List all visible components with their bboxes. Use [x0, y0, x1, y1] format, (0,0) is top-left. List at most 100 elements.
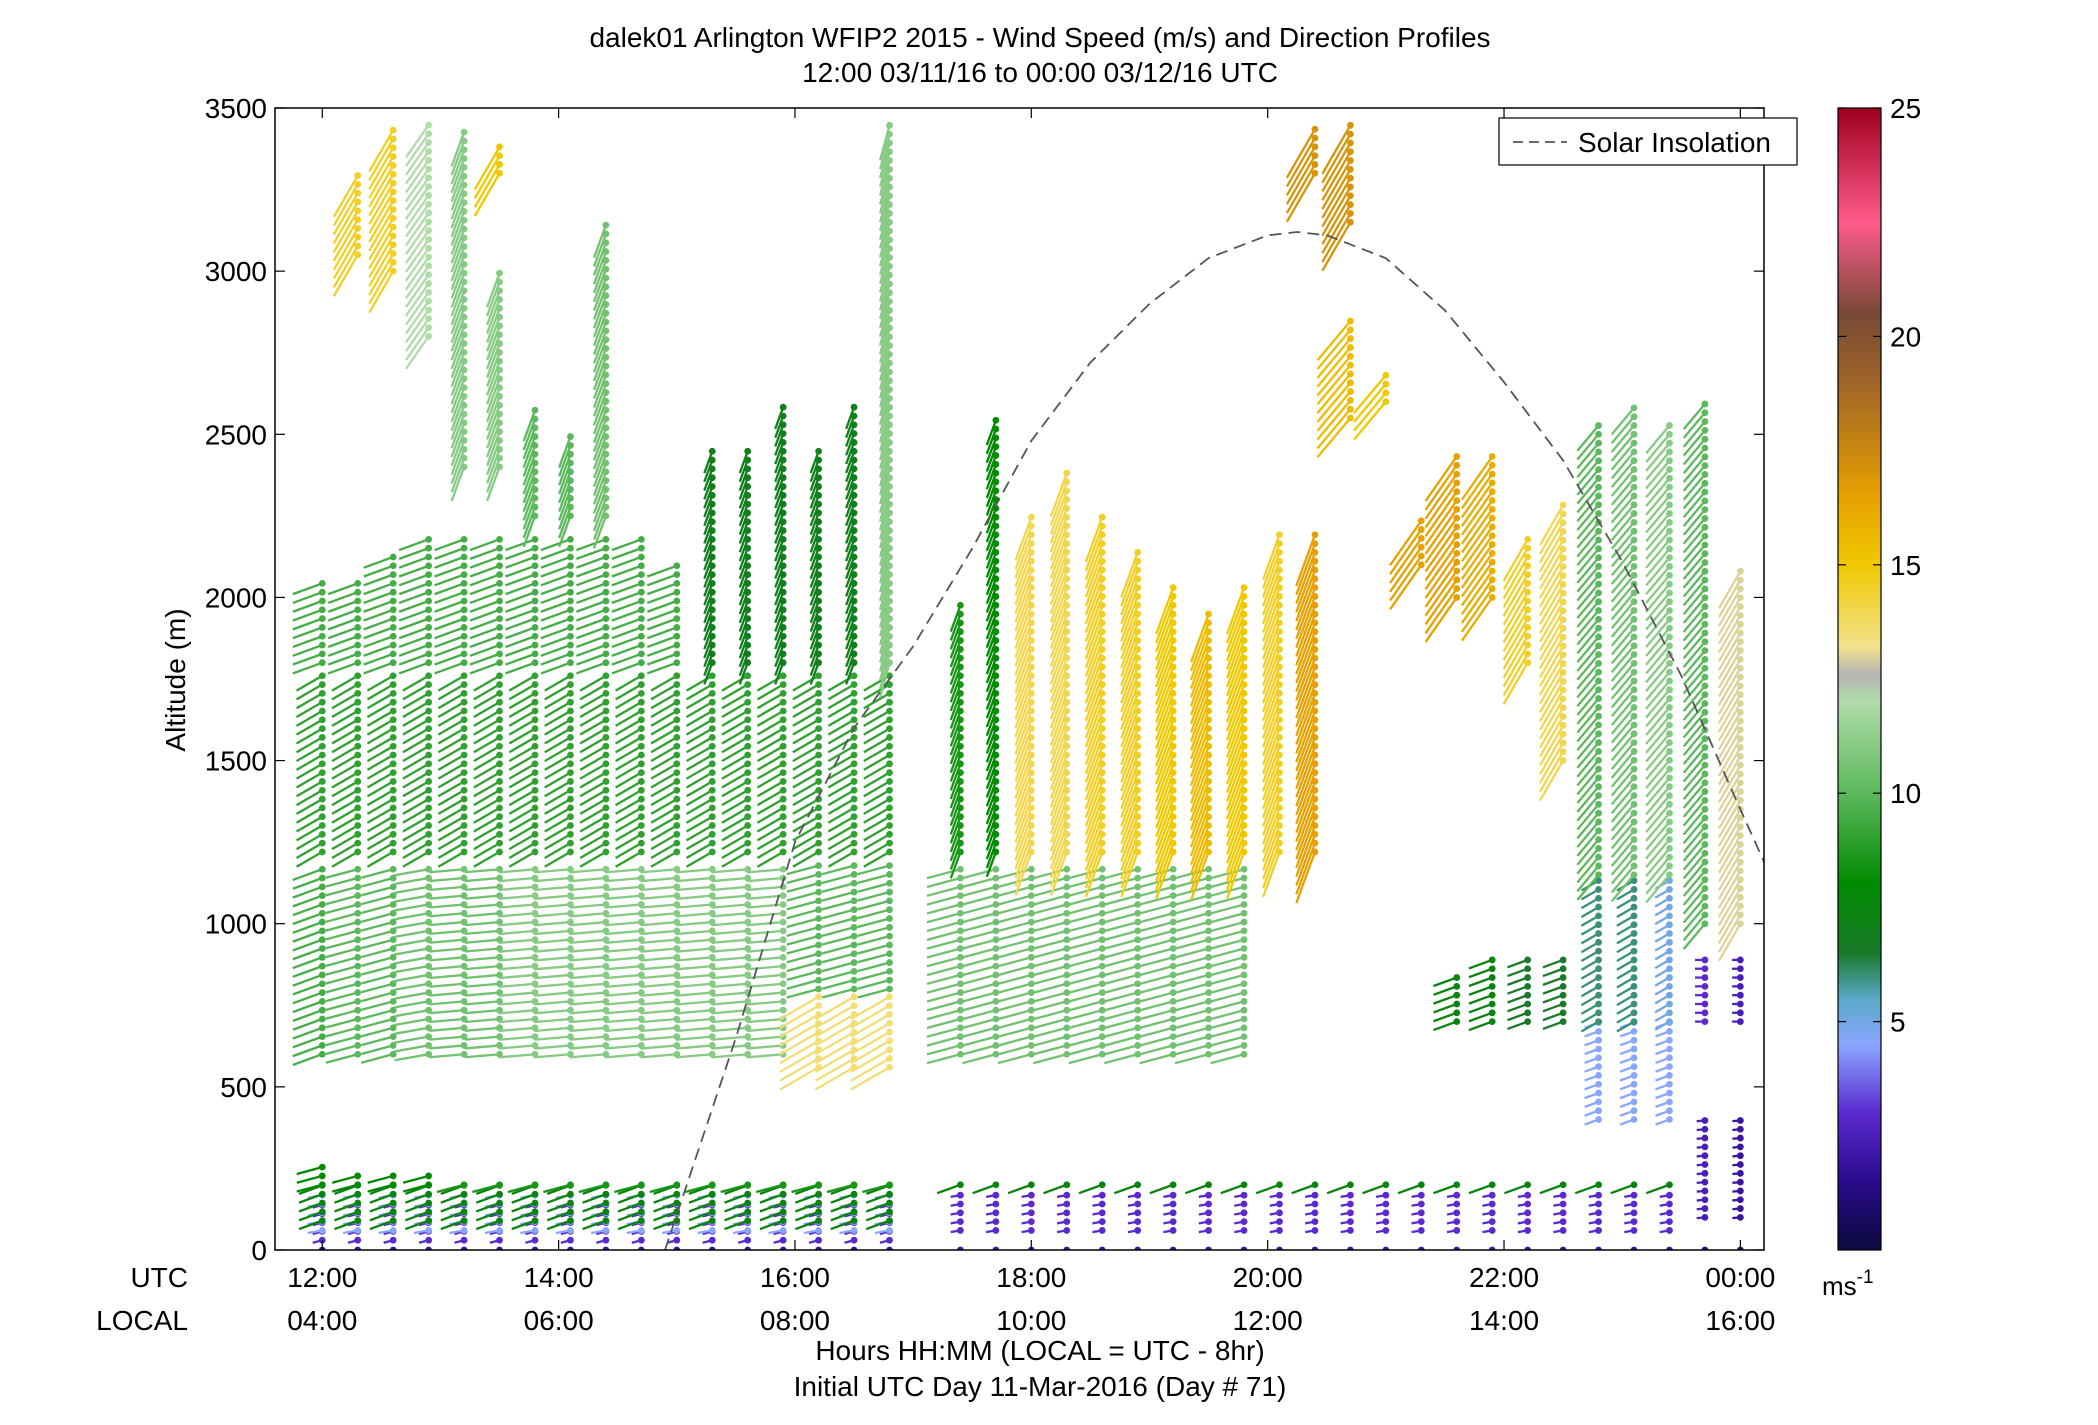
wind-barb-point: [567, 901, 574, 908]
wind-barb: [985, 640, 997, 666]
wind-barb: [292, 1026, 323, 1040]
wind-barb: [1174, 947, 1209, 959]
wind-barb: [703, 600, 714, 624]
wind-barb: [863, 798, 891, 815]
wind-barb-point: [567, 751, 574, 759]
wind-barb: [611, 582, 642, 596]
wind-barb: [394, 982, 429, 991]
wind-barb-point: [1027, 1209, 1035, 1217]
wind-barb-point: [1524, 1227, 1532, 1234]
wind-barb-point: [815, 734, 823, 741]
wind-barb: [429, 912, 465, 918]
wind-barb-point: [318, 579, 326, 587]
wind-barb-point: [531, 1227, 539, 1234]
wind-barb-point: [531, 1033, 539, 1041]
wind-barb-point: [886, 941, 893, 949]
wind-barb: [1255, 1183, 1280, 1195]
wind-barb-point: [1524, 1209, 1532, 1217]
wind-barb: [845, 503, 856, 527]
wind-barb-point: [602, 535, 610, 543]
wind-barb-point: [708, 795, 716, 803]
wind-barb-point: [460, 945, 468, 952]
wind-barb-point: [425, 980, 433, 988]
wind-barb: [1103, 1017, 1138, 1030]
wind-barb-point: [1559, 1209, 1567, 1217]
wind-barb: [779, 1039, 820, 1065]
wind-barb-point: [389, 822, 397, 829]
wind-barb: [962, 947, 997, 959]
wind-barb-point: [602, 707, 610, 715]
wind-barb-point: [602, 221, 610, 229]
wind-barb-point: [496, 650, 503, 658]
wind-barb: [688, 1193, 713, 1204]
wind-barb: [534, 929, 571, 936]
wind-barb: [756, 674, 784, 692]
wind-barb-point: [850, 959, 858, 966]
wind-barb: [646, 626, 678, 640]
wind-barb: [756, 806, 784, 824]
wind-barb: [774, 653, 785, 676]
wind-barb-point: [567, 1236, 574, 1244]
wind-barb: [650, 762, 678, 780]
wind-barb-point: [496, 641, 503, 649]
wind-barb-point: [425, 1024, 433, 1032]
wind-barb: [1139, 1009, 1174, 1021]
wind-barb: [997, 938, 1032, 950]
wind-barb-point: [1524, 579, 1532, 587]
wind-barb: [1014, 763, 1033, 808]
wind-barb-point: [496, 830, 503, 838]
wind-barb-point: [567, 989, 574, 996]
wind-barb: [534, 973, 571, 980]
wind-barb: [398, 608, 430, 622]
wind-barb-point: [1453, 1200, 1461, 1208]
wind-barb: [756, 850, 784, 868]
wind-barb-point: [496, 918, 503, 926]
wind-barb-point: [1595, 739, 1602, 747]
wind-barb-point: [318, 1208, 326, 1216]
wind-barb-point: [425, 909, 433, 917]
wind-barb-point: [567, 707, 574, 715]
wind-barb: [505, 608, 536, 622]
wind-barb-point: [1169, 1218, 1177, 1226]
wind-barb-point: [531, 1050, 539, 1058]
wind-barb: [774, 468, 785, 491]
wind-barb-point: [1240, 1033, 1248, 1041]
wind-barb: [402, 833, 430, 851]
wind-barb: [592, 277, 607, 311]
wind-barb-point: [744, 971, 752, 979]
wind-barb: [450, 422, 466, 458]
wind-barb: [827, 701, 855, 719]
wind-barb-point: [389, 214, 397, 222]
wind-barb-point: [779, 918, 787, 926]
wind-barb: [450, 211, 466, 246]
wind-barb-point: [637, 927, 645, 935]
wind-barb-point: [637, 1217, 645, 1225]
wind-barb-point: [886, 1037, 893, 1045]
wind-barb-point: [389, 1208, 397, 1216]
wind-barb: [404, 230, 430, 264]
wind-barb-point: [1595, 1072, 1602, 1079]
wind-barb-point: [460, 918, 468, 926]
wind-barb-point: [1524, 974, 1532, 981]
wind-barb: [756, 736, 784, 754]
wind-barb: [879, 539, 891, 575]
wind-barb-point: [318, 1163, 326, 1171]
wind-barb-point: [673, 597, 681, 605]
wind-barb-point: [708, 1033, 716, 1041]
wind-barb: [845, 512, 856, 536]
wind-barb: [508, 824, 536, 842]
wind-barb: [331, 762, 359, 780]
wind-barb-point: [354, 971, 362, 979]
wind-barb: [429, 894, 465, 900]
wind-barb: [879, 318, 891, 355]
wind-barb: [821, 926, 855, 937]
wind-barb: [779, 1022, 820, 1047]
wind-barb-point: [1240, 874, 1248, 882]
wind-barb: [985, 648, 997, 675]
wind-barb-point: [1382, 380, 1390, 388]
wind-barb: [540, 652, 571, 666]
wind-barb-point: [354, 233, 362, 241]
wind-barb-point: [673, 874, 681, 882]
wind-barb-point: [496, 588, 503, 596]
wind-barb: [292, 929, 323, 943]
